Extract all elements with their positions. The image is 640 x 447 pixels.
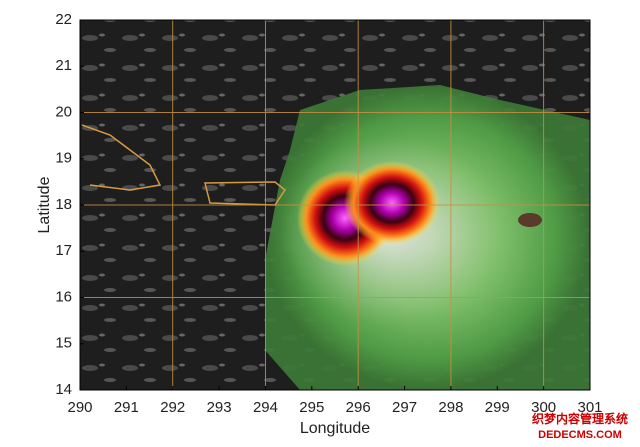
x-tick-label: 301 bbox=[577, 399, 602, 416]
x-tick-label: 290 bbox=[67, 399, 92, 416]
x-tick-label: 292 bbox=[160, 399, 185, 416]
y-tick-label: 19 bbox=[55, 150, 72, 167]
y-tick-label: 18 bbox=[55, 196, 72, 213]
y-tick-label: 16 bbox=[55, 288, 72, 305]
x-tick-label: 297 bbox=[392, 399, 417, 416]
x-tick-label: 299 bbox=[485, 399, 510, 416]
y-tick-label: 14 bbox=[55, 381, 72, 398]
x-tick-label: 294 bbox=[253, 399, 278, 416]
y-tick-label: 21 bbox=[55, 57, 72, 74]
y-tick-label: 17 bbox=[55, 242, 72, 259]
x-tick-label: 298 bbox=[438, 399, 463, 416]
x-tick-label: 300 bbox=[531, 399, 556, 416]
y-tick-label: 22 bbox=[55, 11, 72, 28]
y-tick-label: 20 bbox=[55, 103, 72, 120]
watermark: DEDECMS.COM bbox=[538, 429, 622, 441]
y-axis-label: Latitude bbox=[36, 176, 53, 233]
x-axis-label: Longitude bbox=[300, 420, 370, 437]
x-tick-label: 296 bbox=[346, 399, 371, 416]
y-tick-label: 15 bbox=[55, 335, 72, 352]
x-tick-label: 295 bbox=[299, 399, 324, 416]
x-tick-label: 293 bbox=[207, 399, 232, 416]
x-tick-label: 291 bbox=[114, 399, 139, 416]
watermark: 织梦内容管理系统 bbox=[532, 411, 628, 426]
satellite-image bbox=[80, 20, 590, 390]
